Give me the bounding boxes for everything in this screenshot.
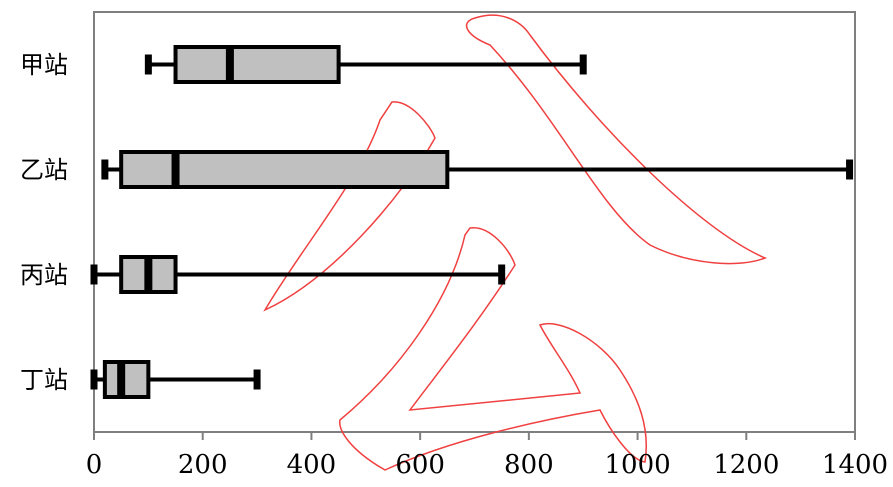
x-tick-label: 600 <box>395 450 445 480</box>
y-tick-label: 甲站 <box>20 51 68 79</box>
x-tick-label: 1000 <box>604 450 670 480</box>
y-tick-label: 丁站 <box>20 366 68 394</box>
plot-frame <box>93 11 856 433</box>
x-tick-label: 200 <box>178 450 228 480</box>
x-tick-label: 1400 <box>822 450 888 480</box>
box <box>119 150 450 189</box>
x-tick-label: 1200 <box>713 450 779 480</box>
box <box>102 360 151 399</box>
y-tick-label: 乙站 <box>20 156 68 184</box>
y-tick-label: 丙站 <box>20 261 68 289</box>
box <box>173 45 341 84</box>
x-tick-label: 800 <box>504 450 554 480</box>
x-tick-label: 400 <box>287 450 337 480</box>
x-tick-label: 0 <box>86 450 103 480</box>
